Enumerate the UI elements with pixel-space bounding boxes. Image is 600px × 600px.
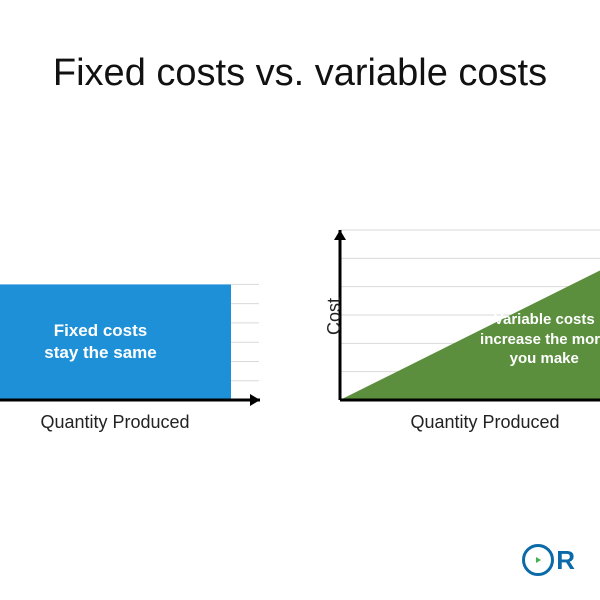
fixed-cost-chart: Fixed costsstay the same Cost Quantity P… [0,230,260,400]
variable-cost-xlabel: Quantity Produced [340,412,600,433]
variable-cost-ylabel: Cost [324,298,345,335]
page: Fixed costs vs. variable costs Fixed cos… [0,0,600,600]
fixed-cost-xlabel: Quantity Produced [0,412,260,433]
logo-text: R [556,545,576,576]
logo-play-icon [522,544,554,576]
variable-cost-chart: Variable costsincrease the moreyou make … [340,230,600,400]
page-title: Fixed costs vs. variable costs [0,52,600,95]
fixed-cost-label: Fixed costsstay the same [0,320,231,364]
logo: R [522,544,576,576]
variable-cost-label: Variable costsincrease the moreyou make [465,310,600,369]
